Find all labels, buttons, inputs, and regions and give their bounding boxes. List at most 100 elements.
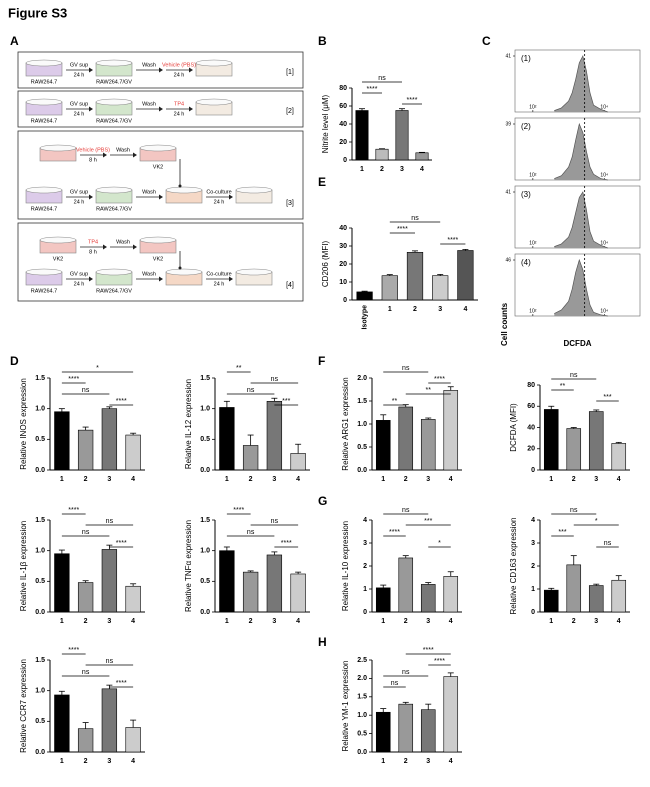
step-time: 24 h: [74, 199, 85, 205]
x-tick-label: 3: [107, 758, 111, 765]
x-tick-label: 10²: [529, 240, 537, 246]
bar: [415, 152, 429, 161]
panel-label: A: [10, 34, 19, 48]
y-tick-label: 40: [527, 424, 535, 431]
x-tick-label: 2: [249, 476, 253, 483]
x-tick-label: 3: [107, 618, 111, 625]
x-tick-label: 3: [107, 476, 111, 483]
panel-label: C: [482, 34, 491, 48]
bar: [443, 390, 459, 471]
bar: [54, 411, 70, 471]
step-time: 8 h: [89, 157, 97, 163]
arrow-head: [89, 67, 93, 73]
y-tick-label: 20: [339, 139, 347, 146]
dish-label: RAW264.7: [31, 118, 57, 124]
histogram: [554, 258, 608, 317]
significance-label: ****: [407, 97, 418, 104]
x-tick-label: 10⁴: [600, 240, 608, 246]
x-tick-label: 2: [84, 476, 88, 483]
panel-label: B: [318, 34, 327, 48]
step-label: GV sup: [70, 101, 88, 107]
dish-rim: [195, 98, 233, 106]
y-axis-label: Relative TNFα expression: [184, 520, 193, 612]
significance-label: ****: [68, 507, 79, 514]
x-tick-label: 1: [225, 618, 229, 625]
y-axis-label: Cell counts: [500, 302, 509, 346]
y-tick-label: 1.0: [200, 548, 210, 555]
y-tick-label: 60: [339, 103, 347, 110]
y-tick-label: 20: [527, 446, 535, 453]
dish-rim: [25, 268, 63, 276]
y-axis-label: Relative ARG1 expression: [341, 377, 350, 470]
x-tick-label: 10²: [529, 308, 537, 314]
x-tick-label: 4: [449, 618, 453, 625]
arrow-head: [159, 194, 163, 200]
dish-rim: [25, 59, 63, 67]
significance-label: **: [392, 398, 398, 405]
significance-label: ****: [68, 376, 79, 383]
y-tick-label: 80: [339, 85, 347, 92]
y-tick-label: 1.5: [35, 375, 45, 382]
dish-label: VK2: [153, 164, 163, 170]
significance-label: ns: [82, 529, 90, 536]
y-tick-label: 1.0: [200, 406, 210, 413]
y-tick-label: 0.5: [357, 730, 367, 737]
bar: [395, 110, 409, 161]
y-tick-label: 1.5: [200, 517, 210, 524]
x-tick-label: 2: [404, 758, 408, 765]
x-tick-label: 1: [60, 618, 64, 625]
step-label: GV sup: [70, 62, 88, 68]
y-tick-label: 1: [363, 586, 367, 593]
y-tick-label: 1.0: [35, 688, 45, 695]
step-label: Wash: [142, 271, 156, 277]
step-label: Wash: [142, 101, 156, 107]
significance-label: ns: [82, 387, 90, 394]
x-tick-label: 10²: [529, 104, 537, 110]
y-tick-label: 10: [339, 279, 347, 286]
bar: [125, 585, 141, 613]
dish-rim: [95, 186, 133, 194]
x-tick-label: 4: [131, 476, 135, 483]
bar: [101, 549, 118, 613]
y-tick-label: 0.0: [200, 467, 210, 474]
histogram: [554, 122, 608, 181]
y-tick-label: 0.0: [357, 749, 367, 756]
x-tick-label: 2: [249, 618, 253, 625]
x-tick-label: 2: [84, 618, 88, 625]
bar: [375, 420, 391, 471]
significance-label: ****: [389, 529, 400, 536]
y-tick-label: 4: [531, 517, 535, 524]
x-tick-label: 1: [381, 618, 385, 625]
dish-rim: [39, 144, 77, 152]
bar: [355, 110, 369, 161]
y-tick-label: 40: [339, 225, 347, 232]
row-tag: [3]: [286, 200, 294, 207]
bar: [356, 291, 373, 301]
step-time: 24 h: [214, 199, 225, 205]
significance-label: **: [426, 387, 432, 394]
x-tick-label: 4: [617, 476, 621, 483]
y-tick-label: 1.5: [35, 657, 45, 664]
step-label: Vehicle (PBS): [162, 62, 196, 68]
y-tick-label: 0.0: [200, 609, 210, 616]
x-tick-label: 4: [420, 166, 424, 173]
y-tick-label: 0.5: [357, 444, 367, 451]
bar: [588, 585, 604, 613]
schematic-box: [17, 222, 304, 302]
y-tick-label: 41: [505, 189, 511, 195]
significance-label: **: [560, 383, 566, 390]
significance-label: ns: [604, 540, 612, 547]
bar: [54, 553, 70, 613]
significance-label: *: [438, 540, 441, 547]
bar: [432, 275, 449, 301]
x-axis-label: DCFDA: [564, 339, 592, 348]
step-label: GV sup: [70, 271, 88, 277]
arrow-head: [89, 276, 93, 282]
y-tick-label: 1.5: [200, 375, 210, 382]
row-tag: [1]: [286, 69, 294, 76]
bar: [290, 453, 306, 471]
y-tick-label: 0.5: [200, 436, 210, 443]
x-tick-label: 4: [131, 758, 135, 765]
schematic-box: [17, 130, 304, 220]
